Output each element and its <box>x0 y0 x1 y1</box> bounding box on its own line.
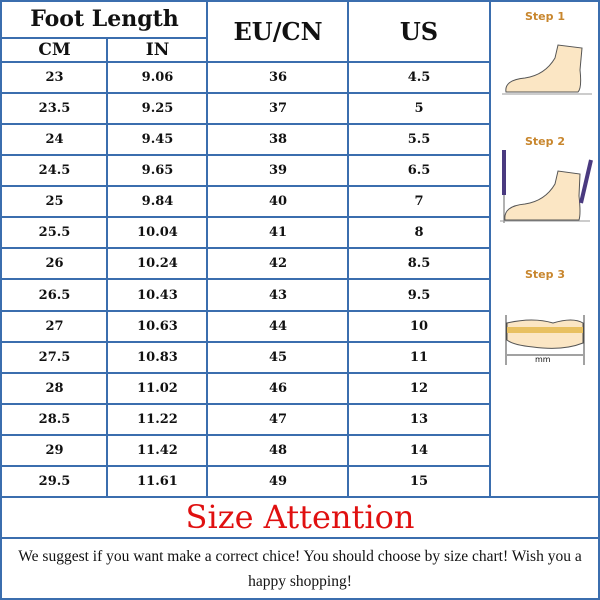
cell-us: 6.5 <box>407 163 431 179</box>
us-header: US <box>399 16 439 46</box>
cell-eu: 41 <box>268 225 288 241</box>
grid-line <box>0 61 490 63</box>
cell-in: 9.65 <box>141 163 174 179</box>
mm-label: mm <box>535 355 551 364</box>
cell-cm: 24.5 <box>38 163 71 179</box>
grid-line <box>106 38 108 497</box>
cell-eu: 48 <box>268 442 288 458</box>
cell-in: 11.02 <box>137 380 178 396</box>
foot-step1-icon <box>502 44 592 95</box>
foot-step2-icon <box>500 150 593 223</box>
cm-header: CM <box>38 40 71 60</box>
step-2-label: Step 2 <box>525 135 565 148</box>
grid-line <box>0 92 490 95</box>
foot-step3-icon <box>505 315 585 365</box>
grid-line <box>0 497 2 600</box>
grid-line <box>0 340 490 343</box>
cell-in: 9.45 <box>141 132 174 148</box>
grid-line <box>489 0 491 497</box>
cell-eu: 42 <box>268 256 288 272</box>
cell-us: 7 <box>414 194 424 210</box>
cell-eu: 44 <box>268 318 288 334</box>
cell-us: 4.5 <box>407 70 431 86</box>
grid-line <box>0 496 600 498</box>
cell-eu: 46 <box>268 380 288 396</box>
step-3-label: Step 3 <box>525 268 565 281</box>
cell-in: 10.63 <box>137 318 178 334</box>
cell-us: 8 <box>414 225 424 241</box>
cell-us: 8.5 <box>407 256 431 272</box>
grid-line <box>0 185 490 188</box>
grid-line <box>0 371 490 374</box>
cell-cm: 23 <box>45 70 64 86</box>
cell-eu: 37 <box>268 101 288 117</box>
size-note: We suggest if you want make a correct ch… <box>0 538 600 600</box>
grid-line <box>0 433 490 436</box>
cell-eu: 40 <box>268 194 288 210</box>
cell-eu: 43 <box>268 287 288 303</box>
cell-cm: 29 <box>45 442 64 458</box>
cell-in: 9.06 <box>141 70 174 86</box>
cell-eu: 47 <box>268 411 288 427</box>
cell-cm: 28.5 <box>38 411 71 427</box>
cell-us: 5.5 <box>407 132 431 148</box>
cell-cm: 28 <box>45 380 64 396</box>
cell-in: 11.42 <box>137 442 178 458</box>
cell-us: 13 <box>409 411 429 427</box>
cell-eu: 38 <box>268 132 288 148</box>
grid-line <box>0 309 490 312</box>
cell-cm: 27 <box>45 318 64 334</box>
cell-cm: 25 <box>45 194 64 210</box>
cell-us: 12 <box>409 380 429 396</box>
grid-line <box>598 497 600 600</box>
cell-eu: 39 <box>268 163 288 179</box>
size-attention-title: Size Attention <box>185 498 415 536</box>
cell-eu: 36 <box>268 70 288 86</box>
cell-in: 11.22 <box>137 411 178 427</box>
foot-length-header: Foot Length <box>30 6 179 32</box>
grid-line <box>0 0 600 2</box>
cell-in: 9.25 <box>141 101 174 117</box>
cell-cm: 29.5 <box>38 473 71 489</box>
cell-cm: 24 <box>45 132 64 148</box>
cell-in: 10.04 <box>137 225 178 241</box>
grid-line <box>0 154 490 157</box>
grid-line <box>0 278 490 281</box>
grid-line <box>0 247 490 250</box>
cell-us: 5 <box>414 101 424 117</box>
size-note-text: We suggest if you want make a correct ch… <box>18 548 582 590</box>
cell-eu: 49 <box>268 473 288 489</box>
cell-cm: 23.5 <box>38 101 71 117</box>
eu-cn-header: EU/CN <box>233 16 323 46</box>
step-1-label: Step 1 <box>525 10 565 23</box>
cell-eu: 45 <box>268 349 288 365</box>
grid-line <box>0 464 490 467</box>
cell-cm: 27.5 <box>38 349 71 365</box>
cell-in: 9.84 <box>141 194 174 210</box>
grid-line <box>0 402 490 405</box>
cell-us: 9.5 <box>407 287 431 303</box>
cell-us: 11 <box>409 349 429 365</box>
cell-us: 14 <box>409 442 429 458</box>
cell-in: 10.24 <box>137 256 178 272</box>
grid-line <box>0 37 208 39</box>
grid-line <box>598 0 600 497</box>
cell-cm: 25.5 <box>38 225 71 241</box>
grid-line <box>0 216 490 219</box>
cell-in: 10.83 <box>137 349 178 365</box>
cell-us: 10 <box>409 318 429 334</box>
cell-in: 10.43 <box>137 287 178 303</box>
grid-line <box>0 123 490 126</box>
grid-line <box>0 598 600 600</box>
cell-cm: 26.5 <box>38 287 71 303</box>
cell-us: 15 <box>409 473 429 489</box>
cell-cm: 26 <box>45 256 64 272</box>
in-header: IN <box>145 40 170 60</box>
grid-line <box>0 537 600 539</box>
cell-in: 11.61 <box>137 473 178 489</box>
